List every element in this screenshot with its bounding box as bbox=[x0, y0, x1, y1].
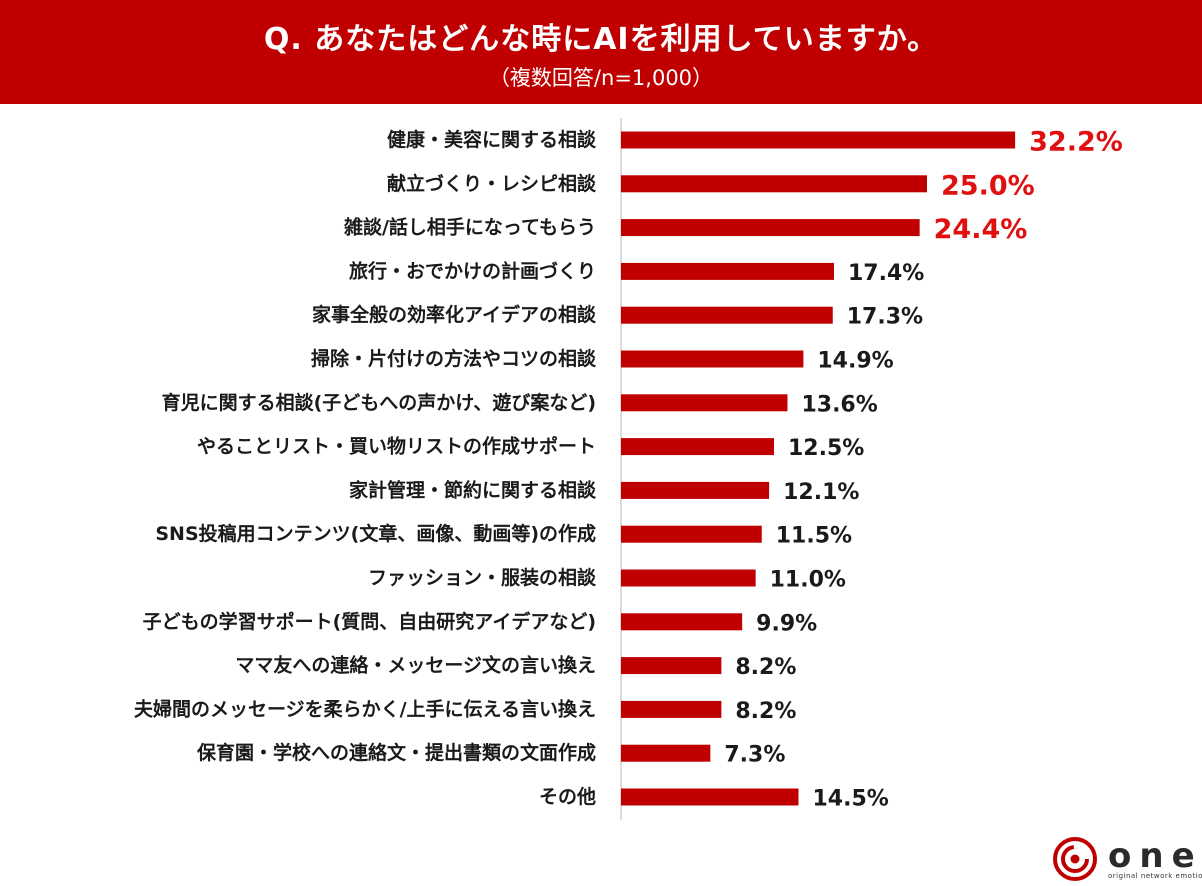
logo-wordmark: one bbox=[1108, 836, 1202, 876]
category-label: 保育園・学校への連絡文・提出書類の文面作成 bbox=[196, 741, 596, 764]
bar bbox=[621, 744, 711, 762]
logo-tagline: original network emotion bbox=[1108, 872, 1202, 880]
value-label: 32.2% bbox=[1029, 127, 1123, 158]
value-label: 13.6% bbox=[801, 392, 877, 417]
value-label: 12.5% bbox=[788, 436, 864, 461]
bar bbox=[621, 438, 774, 456]
category-label: 子どもの学習サポート(質問、自由研究アイデアなど) bbox=[143, 610, 596, 633]
category-label: 雑談/話し相手になってもらう bbox=[343, 216, 596, 239]
bar bbox=[621, 481, 770, 499]
bar bbox=[621, 306, 833, 324]
value-label: 11.5% bbox=[776, 524, 852, 549]
value-label: 12.1% bbox=[783, 480, 859, 505]
chart-header: Q. あなたはどんな時にAIを利用していますか。 （複数回答/n=1,000） bbox=[0, 0, 1202, 104]
value-label: 9.9% bbox=[756, 611, 817, 636]
category-label: 育児に関する相談(子どもへの声かけ、遊び案など) bbox=[162, 391, 596, 414]
bar bbox=[621, 394, 788, 412]
category-label: SNS投稿用コンテンツ(文章、画像、動画等)の作成 bbox=[155, 522, 596, 545]
bar bbox=[621, 131, 1016, 149]
chart-subtitle: （複数回答/n=1,000） bbox=[488, 66, 714, 90]
category-label: やることリスト・買い物リストの作成サポート bbox=[197, 435, 596, 458]
bar bbox=[621, 657, 722, 675]
bar bbox=[621, 788, 799, 806]
category-label: その他 bbox=[539, 785, 596, 808]
bar bbox=[621, 175, 927, 193]
category-label: 家計管理・節約に関する相談 bbox=[349, 478, 597, 501]
value-label: 24.4% bbox=[934, 214, 1028, 245]
bar bbox=[621, 525, 762, 543]
value-label: 17.4% bbox=[848, 261, 924, 286]
category-label: 旅行・おでかけの計画づくり bbox=[349, 259, 596, 282]
bar bbox=[621, 613, 743, 631]
value-label: 7.3% bbox=[724, 743, 785, 768]
value-label: 8.2% bbox=[735, 699, 796, 724]
category-label: 献立づくり・レシピ相談 bbox=[387, 172, 597, 195]
value-label: 14.9% bbox=[817, 349, 893, 374]
value-label: 25.0% bbox=[941, 170, 1035, 201]
bar bbox=[621, 262, 834, 280]
bar bbox=[621, 219, 920, 237]
category-label: 夫婦間のメッセージを柔らかく/上手に伝える言い換え bbox=[134, 697, 596, 720]
value-label: 11.0% bbox=[770, 568, 846, 593]
bar bbox=[621, 700, 722, 718]
category-label: ママ友への連絡・メッセージ文の言い換え bbox=[235, 654, 596, 677]
brand-logo: one original network emotion bbox=[1052, 836, 1202, 882]
value-label: 8.2% bbox=[735, 655, 796, 680]
bar bbox=[621, 569, 756, 587]
category-label: 家事全般の効率化アイデアの相談 bbox=[312, 303, 597, 326]
spiral-logo-icon bbox=[1053, 837, 1097, 881]
chart-title: Q. あなたはどんな時にAIを利用していますか。 bbox=[263, 22, 939, 57]
category-label: ファッション・服装の相談 bbox=[368, 566, 597, 589]
category-label: 掃除・片付けの方法やコツの相談 bbox=[311, 347, 597, 370]
value-label: 17.3% bbox=[847, 305, 923, 330]
bar bbox=[621, 350, 804, 368]
category-label: 健康・美容に関する相談 bbox=[387, 128, 597, 151]
value-label: 14.5% bbox=[812, 787, 888, 812]
